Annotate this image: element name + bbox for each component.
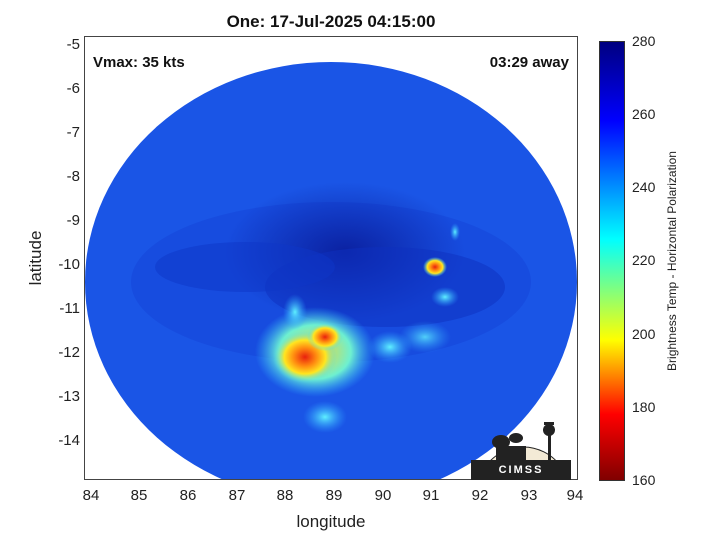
- colorbar: [599, 41, 625, 481]
- y-tick-label: -7: [66, 124, 80, 141]
- x-axis-label: longitude: [296, 512, 366, 531]
- y-tick-label: -8: [66, 168, 80, 185]
- x-tick-label: 89: [325, 487, 343, 504]
- colorbar-tick-label: 160: [632, 472, 656, 488]
- x-tick-label: 93: [520, 487, 538, 504]
- vmax-annotation: Vmax: 35 kts: [93, 54, 185, 71]
- y-tick-label: -14: [58, 432, 80, 449]
- microwave-imagery: [85, 62, 577, 479]
- x-tick-label: 92: [471, 487, 489, 504]
- x-tick-label: 90: [374, 487, 392, 504]
- colorbar-label: Brightness Temp - Horizontal Polarizatio…: [665, 151, 679, 371]
- map-plot-area: Vmax: 35 kts 03:29 away: [84, 36, 578, 480]
- x-tick-label: 87: [228, 487, 246, 504]
- y-tick-label: -13: [58, 388, 80, 405]
- x-tick-label: 91: [422, 487, 440, 504]
- y-tick-label: -9: [66, 212, 80, 229]
- colorbar-tick-label: 220: [632, 252, 656, 268]
- plot-title: One: 17-Jul-2025 04:15:00: [226, 12, 436, 31]
- colorbar-tick-label: 280: [632, 33, 656, 49]
- logo-text: CIMSS: [498, 464, 544, 476]
- y-tick-label: -12: [58, 344, 80, 361]
- y-tick-label: -11: [59, 300, 80, 317]
- y-tick-label: -6: [66, 80, 80, 97]
- x-tick-label: 94: [566, 487, 584, 504]
- time-offset-annotation: 03:29 away: [489, 54, 569, 71]
- colorbar-tick-label: 180: [632, 399, 656, 415]
- y-axis-label: latitude: [26, 230, 45, 286]
- colorbar-tick-label: 240: [632, 179, 656, 195]
- x-tick-label: 86: [179, 487, 197, 504]
- colorbar-tick-label: 200: [632, 326, 656, 342]
- x-tick-label: 84: [82, 487, 100, 504]
- cimss-logo: CIMSS: [471, 410, 571, 481]
- y-tick-label: -10: [58, 256, 80, 273]
- x-tick-label: 88: [276, 487, 294, 504]
- y-tick-label: -5: [66, 36, 80, 53]
- x-tick-label: 85: [130, 487, 148, 504]
- colorbar-tick-label: 260: [632, 106, 656, 122]
